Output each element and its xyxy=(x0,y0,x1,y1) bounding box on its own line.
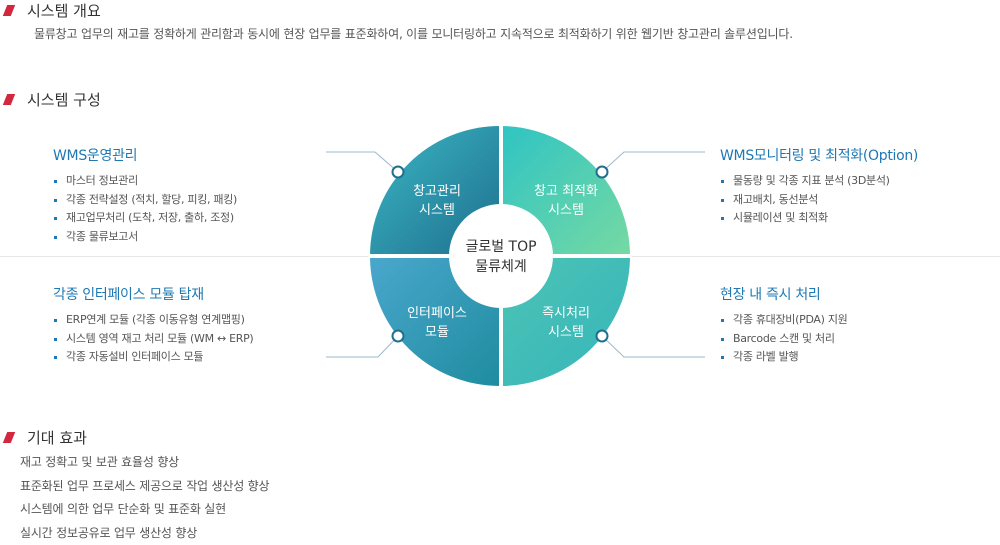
section-title-effects: 기대 효과 xyxy=(0,427,87,448)
list-item: 시뮬레이션 및 최적화 xyxy=(720,209,918,228)
list-item: 각종 물류보고서 xyxy=(53,228,237,247)
list-item: 물동량 및 각종 지표 분석 (3D분석) xyxy=(720,172,918,191)
panel-title: 현장 내 즉시 처리 xyxy=(720,284,847,304)
connector-top-right xyxy=(602,152,705,172)
center-label-line2: 물류체계 xyxy=(475,259,527,275)
list-item: 재고업무처리 (도착, 저장, 출하, 조정) xyxy=(53,209,237,228)
effects-list: 재고 정확고 및 보관 효율성 향상 표준화된 업무 프로세스 제공으로 작업 … xyxy=(20,451,269,545)
panel-interface-module: 각종 인터페이스 모듈 탑재 ERP연계 모듈 (각종 이동유형 연계맵핑) 시… xyxy=(53,284,253,367)
connector-dot-top-right xyxy=(597,167,608,178)
connector-dot-bottom-right xyxy=(597,331,608,342)
list-item: 각종 휴대장비(PDA) 지원 xyxy=(720,311,847,330)
connector-bottom-left xyxy=(326,336,398,357)
connector-bottom-right xyxy=(602,336,705,357)
quadrant-label-top-right-2: 시스템 xyxy=(548,203,584,218)
center-circle xyxy=(449,204,553,308)
connector-top-left xyxy=(326,152,398,172)
panel-title: WMS운영관리 xyxy=(53,145,237,165)
list-item: 재고배치, 동선분석 xyxy=(720,191,918,210)
quadrant-label-top-right-1: 창고 최적화 xyxy=(534,184,598,199)
panel-title: WMS모니터링 및 최적화(Option) xyxy=(720,145,918,165)
effect-item: 시스템에 의한 업무 단순화 및 표준화 실현 xyxy=(20,498,269,522)
quadrant-label-bottom-left-1: 인터페이스 xyxy=(407,306,467,321)
connector-dot-bottom-left xyxy=(393,331,404,342)
list-item: 각종 자동설비 인터페이스 모듈 xyxy=(53,348,253,367)
list-item: ERP연계 모듈 (각종 이동유형 연계맵핑) xyxy=(53,311,253,330)
quadrant-label-top-left-2: 시스템 xyxy=(419,203,455,218)
quadrant-label-bottom-left-2: 모듈 xyxy=(425,325,449,340)
effect-item: 재고 정확고 및 보관 효율성 향상 xyxy=(20,451,269,475)
list-item: 시스템 영역 재고 처리 모듈 (WM ↔ ERP) xyxy=(53,330,253,349)
panel-wms-operation: WMS운영관리 마스터 정보관리 각종 전략설정 (적치, 할당, 피킹, 패킹… xyxy=(53,145,237,246)
section-marker-icon xyxy=(3,432,15,443)
center-label-line1: 글로벌 TOP xyxy=(465,239,536,255)
list-item: 마스터 정보관리 xyxy=(53,172,237,191)
list-item: Barcode 스캔 및 처리 xyxy=(720,330,847,349)
list-item: 각종 라벨 발행 xyxy=(720,348,847,367)
effect-item: 표준화된 업무 프로세스 제공으로 작업 생산성 향상 xyxy=(20,475,269,499)
panel-onsite-processing: 현장 내 즉시 처리 각종 휴대장비(PDA) 지원 Barcode 스캔 및 … xyxy=(720,284,847,367)
quadrant-label-bottom-right-1: 즉시처리 xyxy=(542,306,590,321)
list-item: 각종 전략설정 (적치, 할당, 피킹, 패킹) xyxy=(53,191,237,210)
quadrant-label-top-left-1: 창고관리 xyxy=(413,184,461,199)
section-title-text: 기대 효과 xyxy=(27,427,87,448)
effect-item: 실시간 정보공유로 업무 생산성 향상 xyxy=(20,522,269,545)
panel-wms-monitoring: WMS모니터링 및 최적화(Option) 물동량 및 각종 지표 분석 (3D… xyxy=(720,145,918,228)
connector-dot-top-left xyxy=(393,167,404,178)
quadrant-label-bottom-right-2: 시스템 xyxy=(548,325,584,340)
panel-title: 각종 인터페이스 모듈 탑재 xyxy=(53,284,253,304)
